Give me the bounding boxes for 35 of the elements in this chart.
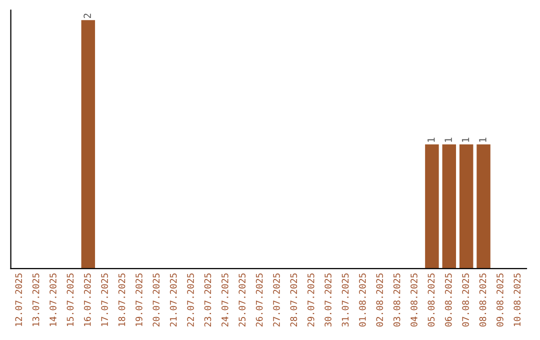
- data-label: 1: [428, 138, 435, 142]
- x-tick-label: 26.07.2025: [256, 273, 263, 326]
- x-tick-label: 17.07.2025: [101, 273, 108, 326]
- x-tick-label: 04.08.2025: [410, 273, 418, 327]
- x-tick-label: 25.07.2025: [238, 273, 246, 326]
- x-tick-label: 31.07.2025: [342, 273, 349, 327]
- x-tick-label: 29.07.2025: [307, 273, 314, 326]
- x-tick-label: 05.08.2025: [428, 273, 435, 327]
- x-tick-label: 30.07.2025: [324, 273, 332, 327]
- x-tick-label: 03.08.2025: [393, 273, 400, 327]
- x-tick-label: 16.07.2025: [84, 273, 91, 326]
- x-tick-label: 01.08.2025: [359, 273, 366, 327]
- x-tick-label: 20.07.2025: [152, 273, 160, 326]
- x-tick-label: 07.08.2025: [462, 273, 469, 327]
- x-tick-label: 22.07.2025: [187, 273, 194, 326]
- x-tick-label: 02.08.2025: [376, 273, 384, 327]
- x-tick-label: 18.07.2025: [118, 273, 126, 326]
- data-label: 1: [444, 138, 452, 142]
- x-tick-label: 21.07.2025: [170, 273, 177, 326]
- x-tick-label: 27.07.2025: [273, 273, 280, 326]
- data-label: 1: [462, 138, 470, 142]
- x-tick-label: 06.08.2025: [444, 273, 452, 327]
- x-tick-label: 23.07.2025: [204, 273, 212, 326]
- x-tick-label: 08.08.2025: [479, 273, 486, 327]
- x-tick-label: 12.07.2025: [15, 273, 22, 326]
- x-tick-label: 28.07.2025: [290, 273, 298, 326]
- data-label: 2: [84, 14, 91, 18]
- x-tick-label: 19.07.2025: [136, 273, 142, 326]
- data-label: 1: [479, 138, 486, 142]
- x-tick-label: 13.07.2025: [32, 273, 40, 326]
- x-tick-label: 15.07.2025: [66, 273, 74, 326]
- x-tick-label: 24.07.2025: [221, 273, 228, 326]
- x-tick-label: 14.07.2025: [50, 273, 56, 326]
- x-tick-label: 09.08.2025: [496, 273, 504, 327]
- x-tick-label: 10.08.2025: [514, 273, 521, 326]
